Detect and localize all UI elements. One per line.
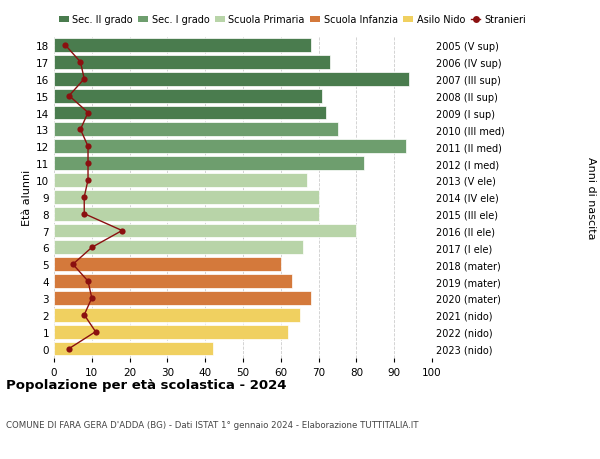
Point [68,261,78,269]
Bar [54,39,311,53]
Point [83,110,93,117]
Bar [54,174,307,187]
Bar [54,190,319,204]
Legend: Sec. II grado, Sec. I grado, Scuola Primaria, Scuola Infanzia, Asilo Nido, Stran: Sec. II grado, Sec. I grado, Scuola Prim… [59,16,526,25]
Bar [54,207,319,221]
Bar [54,106,326,120]
Point [61,42,70,50]
Text: Popolazione per età scolastica - 2024: Popolazione per età scolastica - 2024 [6,379,287,392]
Bar [54,325,289,339]
Point [64,345,74,353]
Bar [54,241,304,255]
Point [76,59,85,67]
Point [117,227,127,235]
Bar [54,224,356,238]
Point [87,244,97,252]
Point [87,295,97,302]
Point [83,160,93,168]
Bar [54,123,337,137]
Point [79,76,89,83]
Bar [54,274,292,288]
Bar [54,56,330,70]
Bar [54,90,322,103]
Bar [54,342,213,356]
Point [79,194,89,201]
Point [76,126,85,134]
Bar [54,308,300,322]
Point [79,312,89,319]
Text: COMUNE DI FARA GERA D'ADDA (BG) - Dati ISTAT 1° gennaio 2024 - Elaborazione TUTT: COMUNE DI FARA GERA D'ADDA (BG) - Dati I… [6,420,419,429]
Y-axis label: Età alunni: Età alunni [22,169,32,225]
Point [83,177,93,184]
Point [83,143,93,151]
Point [83,278,93,285]
Bar [54,291,311,305]
Point [64,93,74,100]
Bar [54,157,364,171]
Text: Anni di nascita: Anni di nascita [586,156,596,239]
Bar [54,140,406,154]
Point [91,328,100,336]
Bar [54,73,409,86]
Point [79,211,89,218]
Bar [54,258,281,272]
